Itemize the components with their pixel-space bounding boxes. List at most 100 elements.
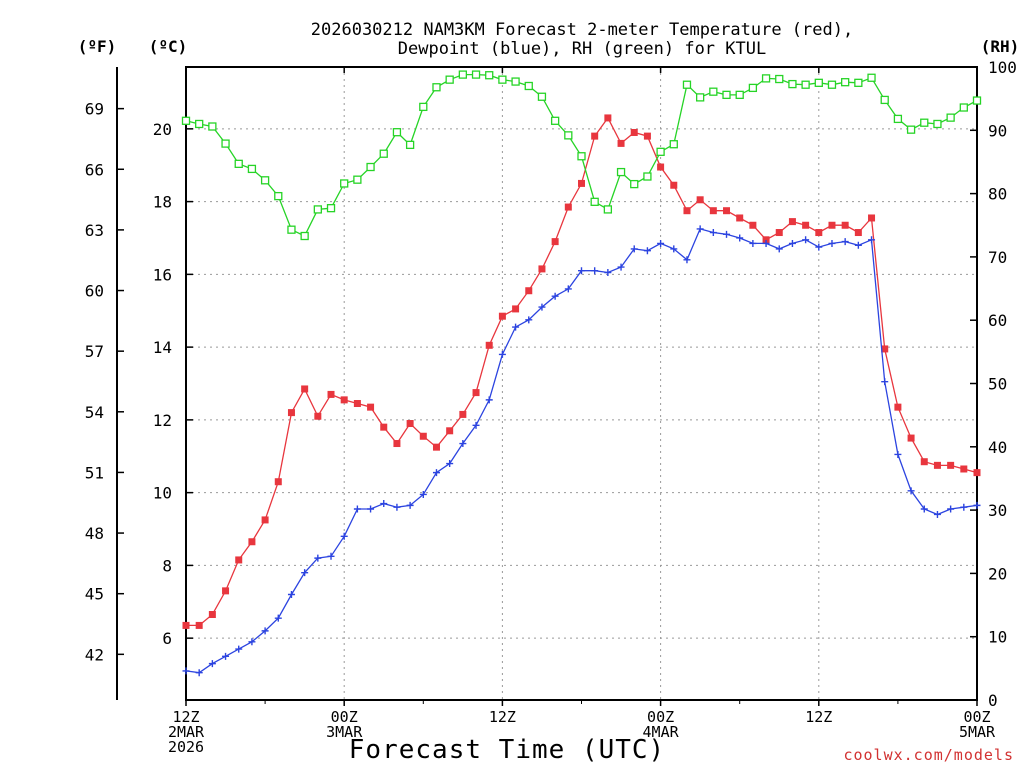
2-meter-temperature-point [657,163,665,171]
rh-point [247,164,257,174]
2-meter-temperature-point [815,229,823,237]
rh-tick-label: 20 [988,564,1007,583]
credit-text: coolwx.com/models [843,746,1014,764]
celsius-tick-label: 16 [153,265,172,284]
celsius-tick-label: 10 [153,484,172,503]
dewpoint-point [591,267,599,275]
2-meter-temperature-point [208,611,216,619]
dewpoint-point [723,230,731,238]
2-meter-temperature-point [683,207,691,215]
dewpoint-point [604,269,612,277]
dewpoint-point [907,487,915,495]
2-meter-temperature-point [578,179,585,187]
dewpoint-point [749,239,757,247]
2-meter-temperature-point [894,403,902,411]
dewpoint-point [485,396,493,404]
2-meter-temperature-point [393,440,401,448]
2-meter-temperature-point [222,587,230,595]
dewpoint-point [512,323,520,331]
2-meter-temperature-point [762,236,770,244]
2-meter-temperature-point [498,312,506,320]
dewpoint-series [182,225,981,677]
celsius-tick-label: 20 [153,120,172,139]
dewpoint-point [551,292,559,300]
axes [116,66,978,706]
rh-point [880,95,889,105]
2-meter-temperature-point [274,478,282,486]
y-tick-labels: 6 8 10 12 14 16 18 20 42 45 48 51 54 57 60 63 66 69 0 10 20 3… [85,58,1017,710]
dewpoint-point [353,505,361,513]
rh-point [208,122,217,131]
rh-point [722,90,731,100]
dewpoint-point [472,421,480,429]
dewpoint-point [696,225,704,233]
fahrenheit-tick-label: 63 [85,221,104,240]
rh-point [814,78,823,87]
fahrenheit-tick-label: 66 [85,160,104,179]
2-meter-temperature-point [907,434,915,442]
rh-point [801,80,810,89]
dewpoint-point [222,652,230,660]
dewpoint-point [393,503,401,511]
dewpoint-point [973,501,981,509]
rh-point [841,78,850,87]
2-meter-temperature-point [182,621,190,629]
2-meter-temperature-point [591,132,599,140]
dewpoint-point [367,505,375,513]
rh-tick-label: 70 [988,248,1007,267]
2-meter-temperature-point [287,409,295,417]
rh-point [603,205,613,214]
fahrenheit-tick-label: 69 [85,100,104,119]
2-meter-temperature-point [261,516,269,524]
series [181,70,982,677]
2-meter-temperature-point [775,229,783,237]
2-meter-temperature-point [353,400,361,408]
fahrenheit-tick-label: 60 [85,282,104,301]
x-tick-label: 2026 [168,738,204,756]
rh-tick-label: 10 [988,628,1007,647]
x-tick-label: 4MAR [643,723,680,741]
chart-title-line-2: Dewpoint (blue), RH (green) for KTUL [398,39,766,59]
dewpoint-point [894,450,902,458]
dewpoint-point [208,660,216,668]
celsius-tick-label: 8 [162,556,172,575]
rh-point [221,139,230,148]
x-tick-label: 12Z [805,708,832,726]
rh-tick-label: 30 [988,501,1007,520]
dewpoint-point [432,469,440,477]
dewpoint-point [564,285,572,293]
rh-point [419,102,428,112]
fahrenheit-tick-label: 45 [85,585,104,604]
2-meter-temperature-point [485,341,493,349]
dewpoint-point [683,256,691,264]
2-meter-temperature-point [643,132,651,140]
dewpoint-point [287,591,295,598]
celsius-tick-label: 6 [162,629,172,648]
dewpoint-point [459,440,467,448]
dewpoint-point [815,243,823,251]
rh-point [445,75,454,84]
rh-point [946,113,955,122]
grid [186,67,977,700]
dewpoint-point [446,460,454,468]
2-meter-temperature-point [960,465,968,473]
2-meter-temperature-point [248,538,256,546]
rh-point [906,125,916,134]
dewpoint-point [498,350,506,358]
rh-point [550,116,560,125]
2-meter-temperature-point [854,229,862,237]
rh-point [735,90,744,100]
rh-point [260,176,270,185]
fahrenheit-tick-label: 57 [85,342,104,361]
dewpoint-point [643,247,651,255]
dewpoint-point [314,554,322,562]
rh-point [788,79,797,89]
dewpoint-point [881,378,889,386]
rh-point [195,119,204,129]
2-meter-temperature-point [736,214,744,222]
rh-series [181,70,982,241]
rh-point [696,93,705,102]
dewpoint-point [340,532,348,540]
